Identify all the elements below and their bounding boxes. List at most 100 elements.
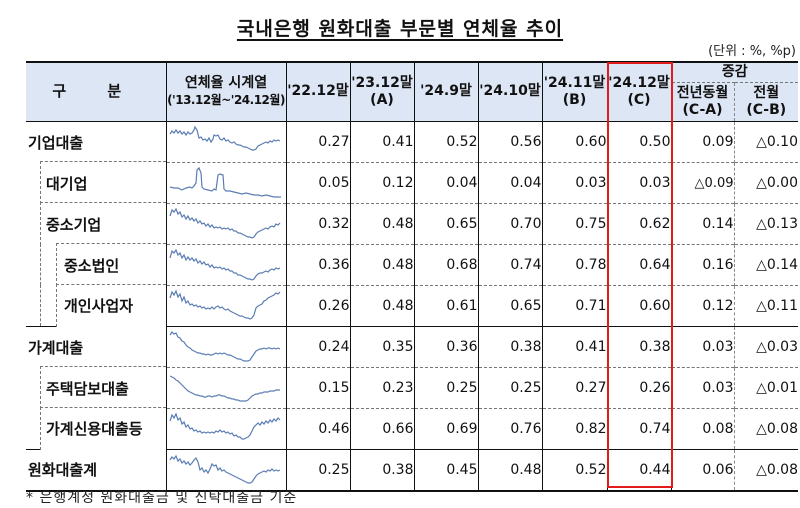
row-label-cell: 가계대출 — [26, 325, 166, 368]
sparkline-cell — [165, 448, 286, 492]
delinquency-table: 구 분 연체율 시계열 ('13.12월~'24.12월) '22.12말 '2… — [26, 61, 799, 492]
sparkline-chart — [169, 454, 281, 484]
row-label-cell: 중소법인 — [26, 243, 166, 286]
mom-cell: △0.13 — [733, 202, 799, 244]
sparkline-cell — [165, 407, 286, 449]
sparkline-cell — [165, 284, 286, 326]
indent-guide — [40, 244, 41, 285]
value-cell: 0.70 — [477, 202, 542, 244]
row-label: 기업대출 — [26, 121, 166, 163]
value-cell: 0.48 — [349, 284, 414, 326]
row-label: 대기업 — [40, 161, 166, 204]
yoy-value: △0.09 — [694, 175, 734, 191]
row-label: 원화대출계 — [26, 449, 166, 490]
mom-cell: △0.08 — [733, 448, 799, 492]
value-cell: 0.74 — [477, 243, 542, 285]
row-label: 주택담보대출 — [40, 366, 166, 409]
yoy-cell: 0.06 — [670, 448, 734, 492]
yoy-cell: 0.12 — [670, 284, 734, 326]
row-label-cell: 주택담보대출 — [26, 366, 166, 409]
value-cell: 0.38 — [606, 325, 671, 367]
value-cell: 0.25 — [285, 448, 350, 492]
header-change-yoy: 전년동월 (C-A) — [670, 81, 734, 122]
header-col-4: '24.11말 (B) — [541, 61, 607, 122]
value-cell: 0.66 — [349, 407, 414, 449]
value-cell: 0.71 — [541, 284, 607, 326]
row-label-cell: 개인사업자 — [26, 284, 166, 327]
sparkline-cell — [165, 202, 286, 244]
value-cell: 0.03 — [606, 161, 671, 203]
header-col-label: '23.12말 — [351, 74, 413, 91]
yoy-cell: 0.03 — [670, 325, 734, 367]
header-timeseries-range: ('13.12월~'24.12월) — [167, 92, 285, 107]
header-change-mom: 전월 (C-B) — [733, 81, 799, 122]
value-cell: 0.26 — [285, 284, 350, 326]
row-label: 중소법인 — [56, 243, 166, 286]
header-col-sub: (B) — [562, 91, 587, 108]
value-cell: 0.05 — [285, 161, 350, 203]
value-cell: 0.03 — [541, 161, 607, 203]
value-cell: 0.26 — [606, 366, 671, 408]
header-change-yoy-label: 전년동월 — [676, 84, 729, 101]
header-col-2: '24.9말 — [413, 61, 478, 122]
sparkline-chart — [169, 248, 281, 281]
header-category: 구 분 — [26, 61, 166, 122]
value-cell: 0.65 — [413, 202, 478, 244]
value-cell: 0.52 — [413, 121, 478, 162]
header-col-3: '24.10말 — [477, 61, 542, 122]
value-cell: 0.12 — [349, 161, 414, 203]
yoy-cell: △0.09 — [670, 161, 734, 203]
value-cell: 0.38 — [349, 448, 414, 492]
table-row: 개인사업자 0.26 0.48 0.61 0.65 0.71 0.60 0.12… — [26, 284, 799, 327]
value-cell: 0.36 — [285, 243, 350, 285]
row-label: 가계신용대출등 — [40, 407, 166, 450]
value-cell: 0.48 — [349, 243, 414, 285]
value-cell: 0.48 — [349, 202, 414, 244]
sparkline-chart — [169, 330, 281, 362]
value-cell: 0.74 — [606, 407, 671, 449]
value-cell: 0.15 — [285, 366, 350, 408]
header-change-yoy-sub: (C-A) — [682, 101, 723, 118]
header-col-sub: (C) — [627, 91, 651, 108]
value-cell: 0.04 — [477, 161, 542, 203]
value-cell: 0.50 — [606, 121, 671, 162]
value-cell: 0.60 — [606, 284, 671, 326]
value-cell: 0.27 — [285, 121, 350, 162]
mom-cell: △0.00 — [733, 161, 799, 203]
value-cell: 0.65 — [477, 284, 542, 326]
value-cell: 0.04 — [413, 161, 478, 203]
header-col-label: '22.12말 — [287, 83, 349, 100]
header-col-label: '24.11말 — [543, 74, 606, 91]
value-cell: 0.41 — [349, 121, 414, 162]
header-change-mom-label: 전월 — [753, 84, 780, 101]
value-cell: 0.62 — [606, 202, 671, 244]
row-label: 가계대출 — [26, 326, 166, 368]
table-row: 중소기업 0.32 0.48 0.65 0.70 0.75 0.62 0.14 … — [26, 202, 799, 245]
yoy-cell: 0.14 — [670, 202, 734, 244]
row-label-cell: 기업대출 — [26, 121, 166, 163]
sparkline-cell — [165, 243, 286, 285]
value-cell: 0.25 — [413, 366, 478, 408]
table-row: 원화대출계 0.25 0.38 0.45 0.48 0.52 0.44 0.06… — [26, 448, 799, 492]
table-row: 가계대출 0.24 0.35 0.36 0.38 0.41 0.38 0.03 … — [26, 325, 799, 368]
sparkline-chart — [169, 374, 280, 402]
value-cell: 0.46 — [285, 407, 350, 449]
value-cell: 0.24 — [285, 325, 350, 367]
value-cell: 0.82 — [541, 407, 607, 449]
sparkline-cell — [165, 325, 286, 367]
sparkline-chart — [169, 166, 281, 198]
value-cell: 0.52 — [541, 448, 607, 492]
value-cell: 0.44 — [606, 448, 671, 492]
value-cell: 0.48 — [477, 448, 542, 492]
title-text: 국내은행 원화대출 부문별 연체율 추이 — [236, 18, 564, 40]
value-cell: 0.61 — [413, 284, 478, 326]
value-cell: 0.75 — [541, 202, 607, 244]
value-cell: 0.25 — [477, 366, 542, 408]
value-cell: 0.64 — [606, 243, 671, 285]
table-row: 중소법인 0.36 0.48 0.68 0.74 0.78 0.64 0.16 … — [26, 243, 799, 286]
value-cell: 0.23 — [349, 366, 414, 408]
header-col-label: '24.12말 — [608, 74, 670, 91]
row-label-cell: 대기업 — [26, 161, 166, 204]
unit-note: (단위 : %, %p) — [708, 44, 796, 59]
yoy-cell: 0.03 — [670, 366, 734, 408]
